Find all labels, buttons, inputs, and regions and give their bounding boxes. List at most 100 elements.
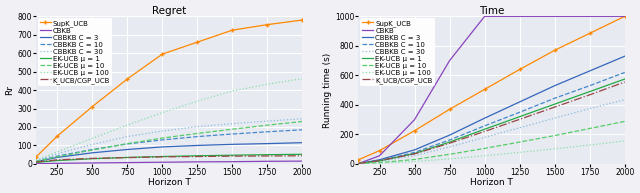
CBBKB C = 10 — [516, 111, 524, 113]
CBKB — [481, 15, 488, 18]
Title: Time: Time — [479, 6, 504, 16]
EK-UCB μ = 1 — [445, 141, 453, 143]
EK-UCB μ = 1 — [53, 159, 61, 162]
CBKB — [621, 15, 628, 18]
CBKB — [551, 15, 559, 18]
EK-UCB μ = 100 — [228, 90, 236, 92]
CBKB — [355, 163, 362, 165]
EK-UCB μ = 10 — [355, 163, 362, 165]
Line: EK-UCB μ = 100: EK-UCB μ = 100 — [358, 141, 625, 164]
CBBKB C = 10 — [264, 131, 271, 133]
Line: CBBKB C = 30: CBBKB C = 30 — [36, 119, 302, 161]
Line: CBKB: CBKB — [358, 16, 625, 164]
EK-UCB μ = 1 — [32, 161, 40, 164]
EK-UCB μ = 10 — [53, 156, 61, 158]
EK-UCB μ = 100 — [621, 140, 628, 142]
EK-UCB μ = 1 — [264, 153, 271, 156]
EK-UCB μ = 10 — [32, 160, 40, 163]
EK-UCB μ = 1 — [88, 157, 96, 160]
K_UCB/CGP_UCB — [264, 155, 271, 157]
K_UCB/CGP_UCB — [481, 130, 488, 133]
Line: CBBKB C = 3: CBBKB C = 3 — [36, 143, 302, 162]
CBBKB C = 30 — [159, 130, 166, 132]
CBBKB C = 10 — [586, 85, 593, 87]
CBBKB C = 30 — [124, 135, 131, 138]
EK-UCB μ = 100 — [376, 162, 383, 164]
EK-UCB μ = 1 — [551, 103, 559, 105]
EK-UCB μ = 1 — [298, 153, 306, 155]
K_UCB/CGP_UCB — [411, 153, 419, 155]
K_UCB/CGP_UCB — [32, 161, 40, 163]
EK-UCB μ = 10 — [621, 120, 628, 123]
CBBKB C = 30 — [53, 153, 61, 155]
Line: EK-UCB μ = 10: EK-UCB μ = 10 — [358, 121, 625, 164]
K_UCB/CGP_UCB — [124, 157, 131, 159]
CBBKB C = 3 — [445, 134, 453, 136]
EK-UCB μ = 1 — [159, 155, 166, 158]
EK-UCB μ = 1 — [411, 152, 419, 155]
Line: K_UCB/CGP_UCB: K_UCB/CGP_UCB — [358, 82, 625, 163]
SupK_UCB — [516, 68, 524, 71]
SupK_UCB — [193, 41, 201, 43]
EK-UCB μ = 10 — [411, 158, 419, 161]
CBBKB C = 30 — [228, 123, 236, 125]
EK-UCB μ = 10 — [551, 134, 559, 137]
CBBKB C = 3 — [481, 117, 488, 119]
K_UCB/CGP_UCB — [193, 155, 201, 158]
SupK_UCB — [621, 15, 628, 18]
CBKB — [411, 119, 419, 121]
EK-UCB μ = 100 — [355, 163, 362, 165]
EK-UCB μ = 100 — [298, 78, 306, 80]
SupK_UCB — [445, 108, 453, 110]
Y-axis label: Rr: Rr — [6, 85, 15, 95]
CBBKB C = 10 — [32, 160, 40, 163]
CBBKB C = 10 — [411, 151, 419, 154]
EK-UCB μ = 100 — [88, 137, 96, 140]
CBBKB C = 3 — [411, 149, 419, 151]
EK-UCB μ = 100 — [159, 111, 166, 114]
CBBKB C = 30 — [355, 163, 362, 165]
Legend: SupK_UCB, CBKB, CBBKB C = 3, CBBKB C = 10, CBBKB C = 30, EK-UCB μ = 1, EK-UCB μ : SupK_UCB, CBKB, CBBKB C = 3, CBBKB C = 1… — [38, 18, 112, 86]
SupK_UCB — [159, 53, 166, 55]
EK-UCB μ = 100 — [411, 160, 419, 163]
EK-UCB μ = 100 — [586, 144, 593, 146]
EK-UCB μ = 100 — [264, 83, 271, 85]
X-axis label: Horizon T: Horizon T — [470, 179, 513, 187]
CBBKB C = 30 — [264, 120, 271, 122]
EK-UCB μ = 100 — [516, 151, 524, 154]
CBBKB C = 30 — [445, 146, 453, 148]
EK-UCB μ = 1 — [193, 155, 201, 157]
CBBKB C = 3 — [193, 144, 201, 147]
SupK_UCB — [298, 19, 306, 21]
CBBKB C = 30 — [586, 107, 593, 110]
EK-UCB μ = 1 — [228, 154, 236, 156]
CBBKB C = 10 — [445, 139, 453, 141]
K_UCB/CGP_UCB — [159, 156, 166, 158]
EK-UCB μ = 10 — [298, 120, 306, 123]
CBBKB C = 30 — [481, 136, 488, 139]
SupK_UCB — [264, 24, 271, 26]
EK-UCB μ = 100 — [193, 100, 201, 102]
EK-UCB μ = 100 — [551, 148, 559, 150]
Line: K_UCB/CGP_UCB: K_UCB/CGP_UCB — [36, 156, 302, 162]
CBBKB C = 10 — [298, 129, 306, 131]
SupK_UCB — [355, 159, 362, 161]
K_UCB/CGP_UCB — [516, 118, 524, 120]
CBKB — [32, 163, 40, 165]
CBBKB C = 3 — [264, 142, 271, 145]
CBBKB C = 10 — [88, 148, 96, 151]
CBKB — [264, 160, 271, 163]
CBKB — [88, 162, 96, 164]
EK-UCB μ = 100 — [445, 158, 453, 160]
CBBKB C = 30 — [516, 127, 524, 129]
CBBKB C = 3 — [621, 55, 628, 57]
CBBKB C = 3 — [355, 163, 362, 165]
K_UCB/CGP_UCB — [298, 155, 306, 157]
EK-UCB μ = 10 — [228, 128, 236, 130]
EK-UCB μ = 10 — [264, 124, 271, 126]
CBBKB C = 3 — [376, 159, 383, 161]
EK-UCB μ = 1 — [376, 160, 383, 162]
EK-UCB μ = 10 — [516, 141, 524, 143]
Line: CBBKB C = 3: CBBKB C = 3 — [358, 56, 625, 164]
EK-UCB μ = 10 — [193, 132, 201, 135]
